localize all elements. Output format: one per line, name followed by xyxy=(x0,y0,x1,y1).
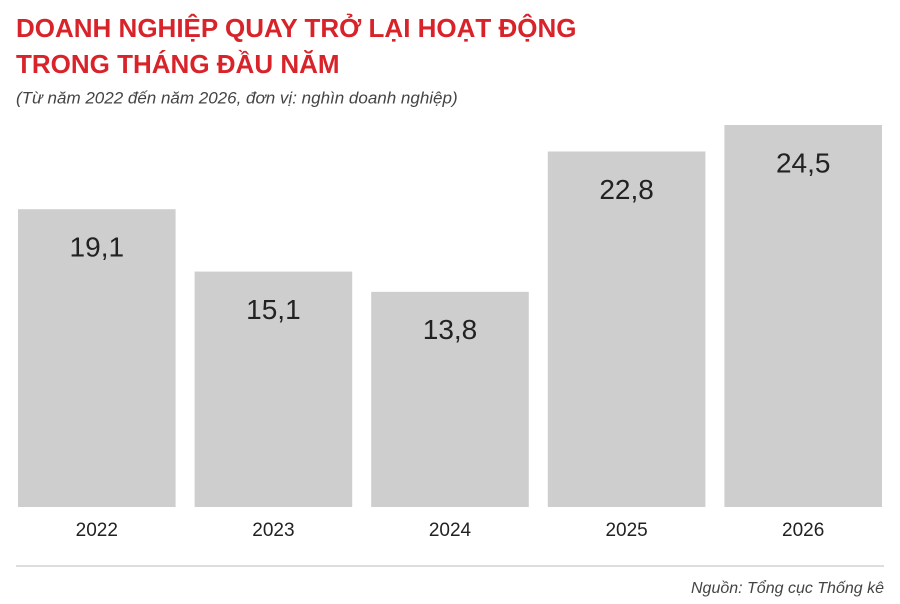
x-tick-label: 2026 xyxy=(782,520,824,541)
bar xyxy=(194,271,353,507)
x-tick-label: 2024 xyxy=(429,520,472,541)
value-label: 15,1 xyxy=(246,294,301,325)
value-label: 24,5 xyxy=(776,147,831,178)
x-tick-label: 2022 xyxy=(76,520,118,541)
bar xyxy=(371,291,529,507)
bar xyxy=(547,151,706,508)
x-tick-label: 2025 xyxy=(605,520,647,541)
bar xyxy=(724,125,882,507)
value-label: 22,8 xyxy=(599,174,654,205)
chart-title: TRONG THÁNG ĐẦU NĂM xyxy=(16,49,340,79)
source: Nguồn: Tổng cục Thống kê xyxy=(691,579,884,597)
chart-subtitle: (Từ năm 2022 đến năm 2026, đơn vị: nghìn… xyxy=(16,88,458,107)
chart-title: DOANH NGHIỆP QUAY TRỞ LẠI HOẠT ĐỘNG xyxy=(16,12,577,43)
value-label: 19,1 xyxy=(70,232,125,263)
value-label: 13,8 xyxy=(423,314,478,345)
bar xyxy=(18,209,176,507)
x-tick-label: 2023 xyxy=(252,520,294,541)
